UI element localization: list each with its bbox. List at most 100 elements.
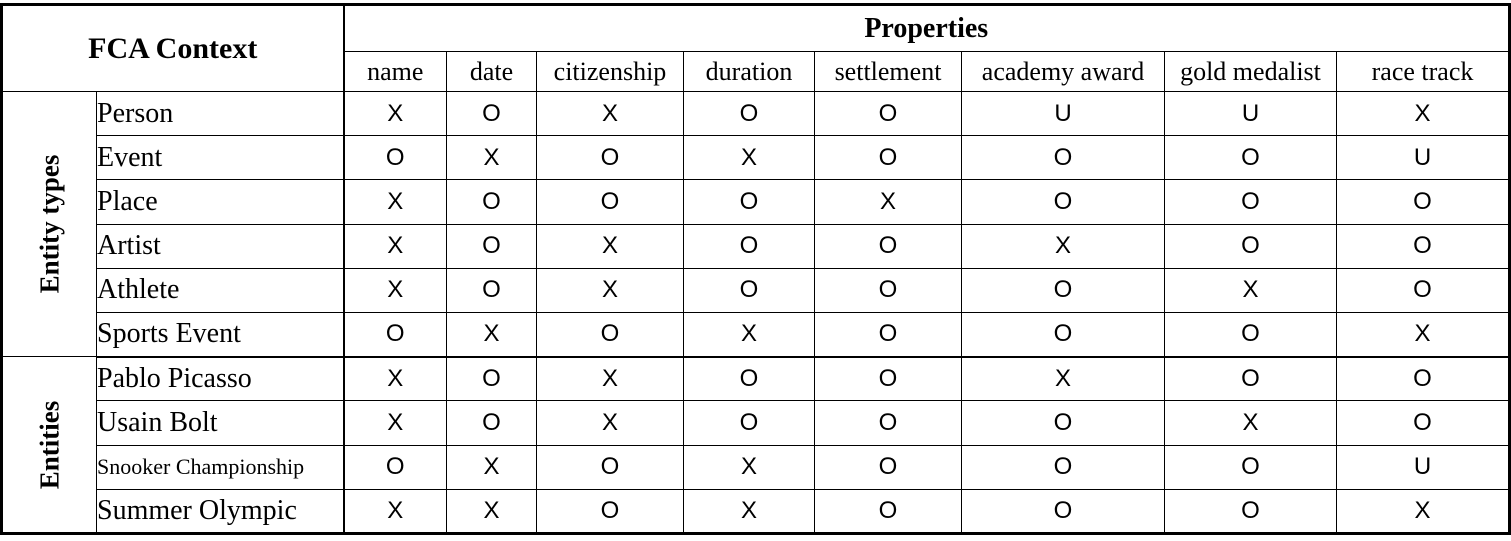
section-label-text: Entity types (34, 154, 64, 294)
row-label-event: Event (96, 135, 344, 181)
cell-event-duration: X (683, 135, 815, 181)
cell-athlete-name: X (342, 267, 447, 313)
cell-person-race-track: X (1335, 90, 1511, 137)
row-label-usain-bolt: Usain Bolt (96, 400, 344, 446)
cell-usain-bolt-citizenship: X (536, 400, 684, 446)
cell-sports-event-citizenship: O (536, 311, 684, 358)
cell-sports-event-settlement: O (814, 311, 962, 358)
cell-athlete-date: O (446, 267, 537, 313)
cell-event-gold-medalist: O (1164, 135, 1337, 181)
section-label-text: Entities (34, 400, 64, 489)
cell-snooker-championship-citizenship: O (536, 444, 684, 490)
cell-artist-citizenship: X (536, 223, 684, 269)
cell-place-duration: O (683, 179, 815, 225)
cell-usain-bolt-academy-award: O (961, 400, 1165, 446)
cell-person-settlement: O (814, 90, 962, 137)
column-header-race-track: race track (1335, 51, 1511, 92)
cell-summer-olympic-settlement: O (814, 488, 962, 535)
cell-usain-bolt-date: O (446, 400, 537, 446)
cell-artist-gold-medalist: O (1164, 223, 1337, 269)
cell-person-citizenship: X (536, 90, 684, 137)
cell-athlete-settlement: O (814, 267, 962, 313)
column-header-name: name (342, 51, 447, 92)
cell-pablo-picasso-settlement: O (814, 356, 962, 402)
cell-snooker-championship-name: O (342, 444, 447, 490)
row-label-summer-olympic: Summer Olympic (96, 488, 344, 535)
cell-pablo-picasso-gold-medalist: O (1164, 356, 1337, 402)
row-label-pablo-picasso: Pablo Picasso (96, 356, 344, 402)
cell-sports-event-academy-award: O (961, 311, 1165, 358)
table-row-sports-event: Sports Event O X O X O O O X (2, 311, 1511, 358)
section-label-entity-types: Entity types (1, 90, 97, 358)
cell-snooker-championship-settlement: O (814, 444, 962, 490)
cell-sports-event-gold-medalist: O (1164, 311, 1337, 358)
table-row-pablo-picasso: Entities Pablo Picasso X O X O O X O O (1, 356, 1511, 534)
cell-usain-bolt-duration: O (683, 400, 815, 446)
cell-summer-olympic-date: X (446, 488, 537, 535)
table-row-artist: Artist X O X O O X O O (2, 223, 1511, 269)
cell-pablo-picasso-date: O (446, 356, 537, 402)
cell-artist-academy-award: X (961, 223, 1165, 269)
cell-snooker-championship-date: X (446, 444, 537, 490)
row-label-person: Person (96, 90, 344, 137)
cell-event-name: O (342, 135, 447, 181)
row-label-sports-event: Sports Event (96, 311, 344, 358)
cell-snooker-championship-duration: X (683, 444, 815, 490)
cell-sports-event-name: O (342, 311, 447, 358)
cell-artist-duration: O (683, 223, 815, 269)
cell-athlete-academy-award: O (961, 267, 1165, 313)
cell-pablo-picasso-name: X (342, 356, 447, 402)
table-row-person: Entity types Person X O X O O U U X (1, 90, 1511, 358)
cell-usain-bolt-race-track: O (1335, 400, 1511, 446)
cell-athlete-duration: O (683, 267, 815, 313)
fca-context-table: FCA Context Properties name date citizensh… (0, 3, 1511, 535)
row-label-snooker-championship: Snooker Championship (96, 444, 344, 490)
cell-place-race-track: O (1335, 179, 1511, 225)
column-header-citizenship: citizenship (536, 51, 684, 92)
corner-title: FCA Context (1, 4, 344, 92)
cell-summer-olympic-gold-medalist: O (1164, 488, 1337, 535)
cell-artist-race-track: O (1335, 223, 1511, 269)
cell-summer-olympic-race-track: X (1335, 488, 1511, 535)
table-row-event: Event O X O X O O O U (2, 135, 1511, 181)
row-label-athlete: Athlete (96, 267, 344, 313)
cell-sports-event-race-track: X (1335, 311, 1511, 358)
table-row-snooker-championship: Snooker Championship O X O X O O O U (2, 444, 1511, 490)
cell-place-name: X (342, 179, 447, 225)
cell-pablo-picasso-citizenship: X (536, 356, 684, 402)
cell-usain-bolt-settlement: O (814, 400, 962, 446)
cell-summer-olympic-name: X (342, 488, 447, 535)
cell-snooker-championship-race-track: U (1335, 444, 1511, 490)
cell-athlete-gold-medalist: X (1164, 267, 1337, 313)
cell-person-duration: O (683, 90, 815, 137)
cell-artist-date: O (446, 223, 537, 269)
cell-pablo-picasso-duration: O (683, 356, 815, 402)
table-row-athlete: Athlete X O X O O O X O (2, 267, 1511, 313)
cell-place-settlement: X (814, 179, 962, 225)
column-header-settlement: settlement (814, 51, 962, 92)
cell-event-academy-award: O (961, 135, 1165, 181)
cell-summer-olympic-duration: X (683, 488, 815, 535)
cell-summer-olympic-citizenship: O (536, 488, 684, 535)
section-label-entities: Entities (1, 356, 97, 534)
cell-event-citizenship: O (536, 135, 684, 181)
cell-usain-bolt-name: X (342, 400, 447, 446)
table-row-place: Place X O O O X O O O (2, 179, 1511, 225)
properties-header-row: FCA Context Properties (1, 4, 1511, 92)
cell-sports-event-duration: X (683, 311, 815, 358)
cell-athlete-race-track: O (1335, 267, 1511, 313)
cell-pablo-picasso-academy-award: X (961, 356, 1165, 402)
cell-summer-olympic-academy-award: O (961, 488, 1165, 535)
cell-place-gold-medalist: O (1164, 179, 1337, 225)
cell-event-race-track: U (1335, 135, 1511, 181)
cell-snooker-championship-gold-medalist: O (1164, 444, 1337, 490)
column-header-academy-award: academy award (961, 51, 1165, 92)
column-header-duration: duration (683, 51, 815, 92)
cell-snooker-championship-academy-award: O (961, 444, 1165, 490)
cell-athlete-citizenship: X (536, 267, 684, 313)
properties-group-header: Properties (342, 4, 1511, 52)
cell-artist-settlement: O (814, 223, 962, 269)
cell-sports-event-date: X (446, 311, 537, 358)
cell-artist-name: X (342, 223, 447, 269)
row-label-artist: Artist (96, 223, 344, 269)
